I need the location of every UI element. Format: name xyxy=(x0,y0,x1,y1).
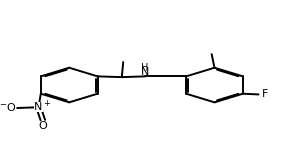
Text: N: N xyxy=(34,102,43,112)
Text: O: O xyxy=(6,103,15,113)
Text: +: + xyxy=(43,99,50,108)
Text: H: H xyxy=(142,63,149,73)
Text: N: N xyxy=(141,67,149,77)
Text: −: − xyxy=(0,100,6,109)
Text: F: F xyxy=(262,89,268,99)
Text: O: O xyxy=(38,121,47,131)
